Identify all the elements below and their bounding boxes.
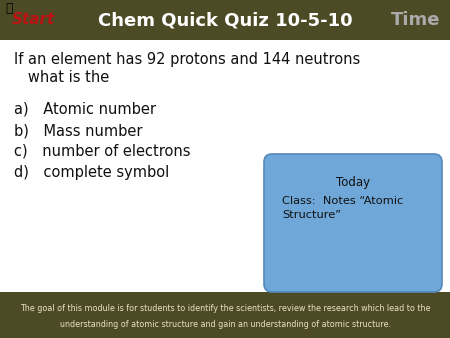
Text: Start: Start bbox=[12, 13, 55, 27]
Text: Class:  Notes “Atomic
Structure”: Class: Notes “Atomic Structure” bbox=[282, 196, 403, 220]
Text: c) number of electrons: c) number of electrons bbox=[14, 144, 190, 159]
Bar bbox=[0, 0, 450, 40]
Text: a) Atomic number: a) Atomic number bbox=[14, 102, 156, 117]
Text: what is the: what is the bbox=[14, 70, 109, 85]
Bar bbox=[0, 292, 450, 338]
Text: Time: Time bbox=[391, 11, 440, 29]
Text: Chem Quick Quiz 10-5-10: Chem Quick Quiz 10-5-10 bbox=[98, 11, 352, 29]
Bar bbox=[0, 40, 450, 292]
Text: If an element has 92 protons and 144 neutrons: If an element has 92 protons and 144 neu… bbox=[14, 52, 360, 67]
Text: The goal of this module is for students to identify the scientists, review the r: The goal of this module is for students … bbox=[20, 304, 430, 313]
Text: 🕐: 🕐 bbox=[5, 2, 13, 15]
Text: d) complete symbol: d) complete symbol bbox=[14, 165, 169, 180]
Text: Today: Today bbox=[336, 176, 370, 189]
FancyBboxPatch shape bbox=[264, 154, 442, 292]
Text: b) Mass number: b) Mass number bbox=[14, 123, 143, 138]
Text: understanding of atomic structure and gain an understanding of atomic structure.: understanding of atomic structure and ga… bbox=[59, 320, 391, 329]
